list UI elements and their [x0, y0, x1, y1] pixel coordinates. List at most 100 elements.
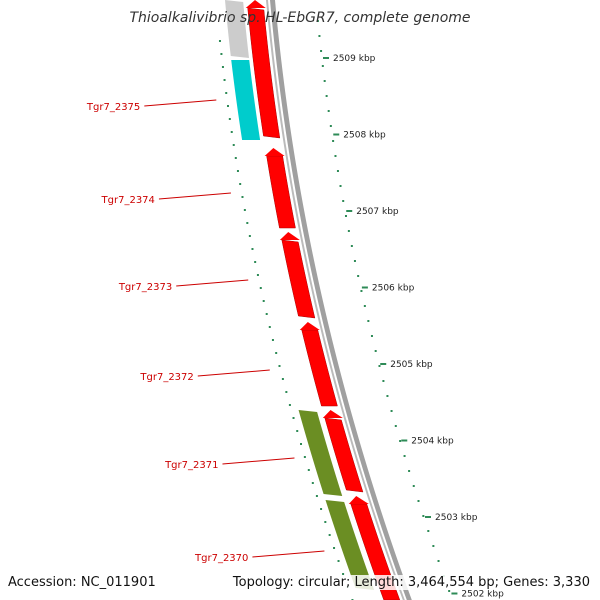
- gene-arrow-head-0: [245, 0, 266, 8]
- cyan-feature: [231, 60, 261, 140]
- scale-dot: [363, 305, 366, 307]
- scale-dot: [417, 500, 420, 502]
- gene-leader-2: [176, 279, 249, 287]
- inner-dot: [220, 53, 223, 55]
- scale-dot: [386, 395, 389, 397]
- gene-label-5: Tgr7_2370: [194, 553, 248, 564]
- scale-tick-label-6: 2503 kbp: [435, 513, 478, 523]
- inner-dot: [303, 456, 306, 458]
- inner-dot: [281, 378, 284, 380]
- tick-layer: 2509 kbp 2508 kbp 2507 kbp 2506 kbp 2505 kbp…: [218, 20, 504, 600]
- scale-dot: [422, 515, 425, 517]
- inner-dot: [218, 40, 221, 42]
- label-layer: Tgr7_2375 Tgr7_2374 Tgr7_2373 Tgr7_2372 Tgr7…: [86, 99, 325, 564]
- gene-leader-5: [252, 550, 325, 558]
- inner-dot: [223, 79, 226, 81]
- scale-dot: [399, 440, 402, 442]
- inner-dot: [225, 92, 228, 94]
- gene-label-4: Tgr7_2371: [164, 460, 218, 471]
- gene-arrow-2: [281, 239, 316, 319]
- scale-tick-label-5: 2504 kbp: [411, 437, 454, 447]
- inner-dot: [337, 560, 340, 562]
- inner-dot: [288, 404, 291, 406]
- gene-leader-3: [197, 369, 270, 377]
- inner-dot: [262, 300, 265, 302]
- scale-dot: [408, 470, 411, 472]
- inner-dot: [230, 131, 233, 133]
- scale-dot: [344, 215, 347, 217]
- inner-dot: [243, 209, 246, 211]
- inner-dot: [315, 495, 318, 497]
- scale-dot: [336, 170, 339, 172]
- inner-dot: [311, 482, 314, 484]
- scale-dot: [412, 485, 415, 487]
- scale-dot: [390, 410, 393, 412]
- gene-arrow-0: [247, 7, 281, 139]
- inner-dot: [265, 313, 268, 315]
- inner-dot: [226, 105, 229, 107]
- scale-dot: [353, 260, 356, 262]
- inner-dot: [275, 352, 278, 354]
- scale-dot: [342, 200, 345, 202]
- olive-feature-1: [298, 410, 343, 496]
- scale-dot: [448, 590, 451, 592]
- inner-dot: [254, 261, 257, 263]
- genome-summary: Topology: circular; Length: 3,464,554 bp…: [230, 575, 592, 590]
- scale-dot: [374, 350, 377, 352]
- scale-dot: [323, 80, 326, 82]
- inner-dot: [246, 222, 249, 224]
- gene-arrow-head-5: [348, 496, 369, 504]
- inner-dot: [271, 339, 274, 341]
- gene-arrow-1: [266, 155, 296, 229]
- scale-dot: [320, 50, 323, 52]
- scale-dot: [382, 380, 385, 382]
- inner-dot: [342, 573, 345, 575]
- olive-feature-2: [325, 500, 375, 590]
- scale-dot: [350, 245, 353, 247]
- scale-dot: [427, 530, 430, 532]
- inner-dot: [232, 144, 235, 146]
- inner-dot: [328, 534, 331, 536]
- inner-dot: [278, 365, 281, 367]
- scale-dot: [378, 365, 381, 367]
- inner-dot: [307, 469, 310, 471]
- inner-dot: [268, 326, 271, 328]
- feature-layer: [225, 0, 401, 600]
- inner-dot: [333, 547, 336, 549]
- scale-dot: [329, 125, 332, 127]
- scale-dot: [318, 35, 321, 37]
- inner-dot: [241, 196, 244, 198]
- gene-arrow-head-3: [299, 322, 320, 330]
- scale-dot: [357, 275, 360, 277]
- scale-tick-label-2: 2507 kbp: [356, 207, 399, 217]
- inner-dot: [239, 183, 242, 185]
- inner-dot: [292, 417, 295, 419]
- scale-dot: [334, 155, 337, 157]
- scale-dot: [367, 320, 370, 322]
- inner-dot: [251, 248, 254, 250]
- inner-dot: [296, 430, 299, 432]
- scale-dot: [347, 230, 350, 232]
- gene-arrow-head-1: [264, 148, 285, 156]
- scale-tick-label-0: 2509 kbp: [333, 54, 376, 64]
- scale-tick-label-1: 2508 kbp: [343, 131, 386, 141]
- gene-label-3: Tgr7_2372: [139, 372, 193, 383]
- scale-tick-label-7: 2502 kbp: [461, 590, 504, 600]
- gene-leader-0: [144, 99, 217, 107]
- gene-arrow-4: [324, 417, 364, 493]
- inner-dot: [324, 521, 327, 523]
- scale-dot: [403, 455, 406, 457]
- scale-tick-label-4: 2505 kbp: [390, 360, 433, 370]
- scale-dot: [394, 425, 397, 427]
- scale-dot: [370, 335, 373, 337]
- gene-leader-4: [222, 457, 295, 465]
- inner-dot: [221, 66, 224, 68]
- scale-dot: [432, 545, 435, 547]
- inner-dot: [259, 287, 262, 289]
- scale-dot: [327, 110, 330, 112]
- inner-dot: [234, 157, 237, 159]
- gene-label-2: Tgr7_2373: [118, 282, 172, 293]
- accession-text: Accession: NC_011901: [8, 575, 156, 590]
- scale-dot: [332, 140, 335, 142]
